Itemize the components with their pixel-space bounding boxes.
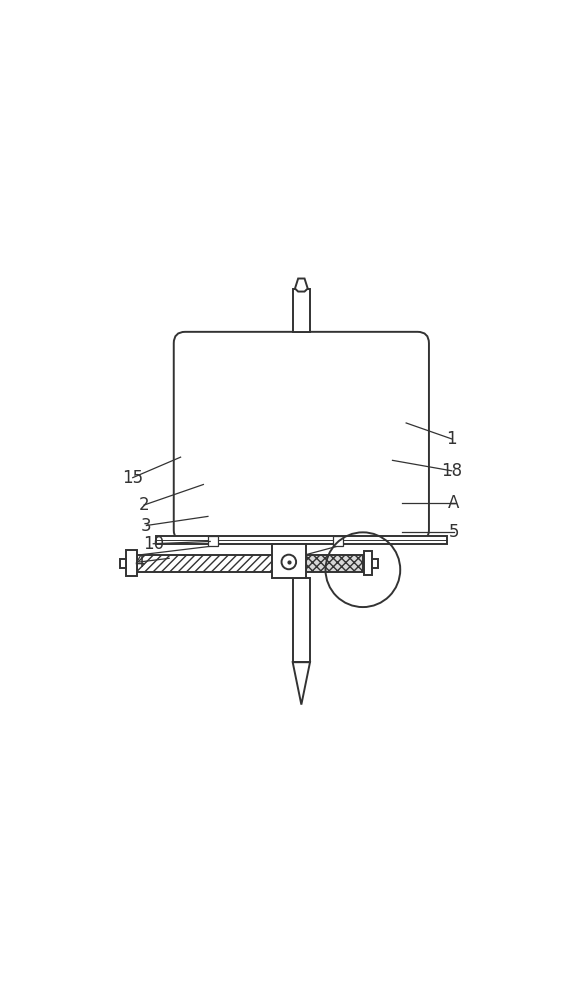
Bar	[137, 555, 295, 572]
Bar	[333, 536, 343, 546]
Text: 18: 18	[441, 462, 462, 480]
Bar	[155, 536, 447, 544]
FancyBboxPatch shape	[174, 332, 429, 541]
Bar	[364, 551, 372, 575]
Text: 2: 2	[139, 496, 149, 514]
Text: 10: 10	[143, 535, 164, 553]
Bar	[272, 544, 306, 578]
Text: 1: 1	[446, 430, 457, 448]
Circle shape	[282, 555, 296, 569]
Bar	[293, 289, 310, 332]
Text: 15: 15	[122, 469, 143, 487]
Text: A: A	[448, 494, 460, 512]
Polygon shape	[293, 662, 310, 705]
Bar	[372, 559, 378, 568]
Bar	[208, 536, 218, 546]
Bar	[126, 550, 137, 576]
Text: 4: 4	[134, 553, 145, 571]
Bar	[293, 578, 310, 662]
Text: 5: 5	[449, 523, 459, 541]
Polygon shape	[295, 279, 308, 292]
Bar	[295, 555, 363, 572]
Text: 3: 3	[141, 517, 152, 535]
Bar	[119, 559, 126, 568]
